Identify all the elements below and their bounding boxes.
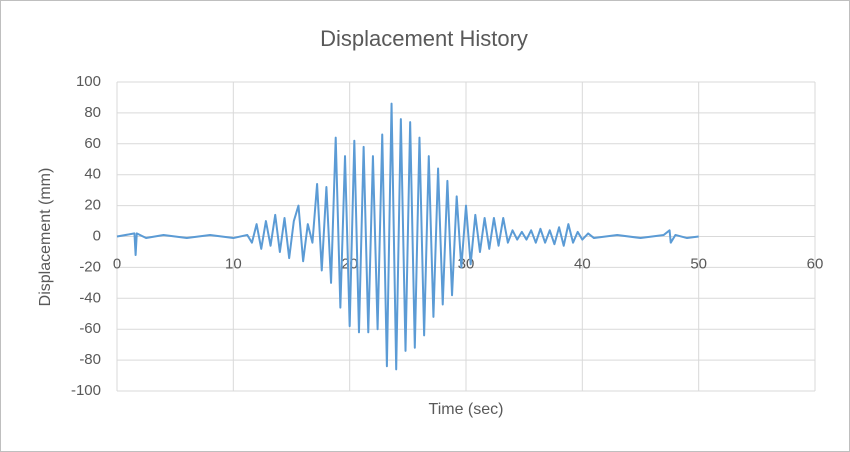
y-tick-label: 20 (84, 197, 101, 214)
y-tick-label: 0 (93, 227, 101, 244)
y-tick-label: 100 (76, 73, 101, 90)
y-tick-label: -40 (79, 289, 101, 306)
x-tick-label: 50 (690, 255, 707, 272)
y-tick-label: 40 (84, 166, 101, 183)
x-tick-label: 60 (807, 255, 824, 272)
x-tick-label: 40 (574, 255, 591, 272)
y-axis-label: Displacement (mm) (37, 168, 54, 307)
y-tick-label: 80 (84, 104, 101, 121)
x-tick-label: 0 (113, 255, 121, 272)
chart-title: Displacement History (320, 26, 528, 51)
y-tick-label: 60 (84, 135, 101, 152)
x-tick-label: 20 (341, 255, 358, 272)
y-tick-label: -20 (79, 258, 101, 275)
y-tick-label: -60 (79, 320, 101, 337)
x-axis-label: Time (sec) (429, 401, 504, 418)
y-tick-label: -100 (71, 382, 101, 399)
y-tick-label: -80 (79, 351, 101, 368)
x-tick-label: 10 (225, 255, 242, 272)
data-line (116, 102, 699, 371)
